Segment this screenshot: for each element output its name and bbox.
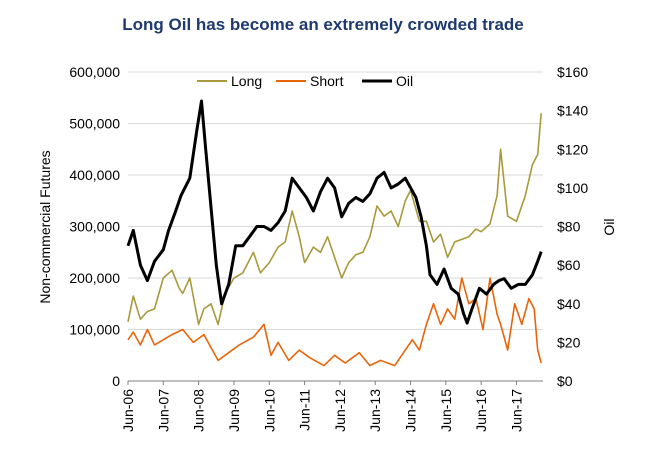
x-tick-label: Jun-09 [226, 389, 242, 432]
series-line-short [127, 277, 542, 367]
legend-label-long: Long [231, 73, 262, 89]
y-axis-left-title: Non-commercial Futures [37, 150, 53, 303]
x-tick-label: Jun-16 [473, 389, 489, 432]
series-layer [126, 99, 543, 367]
x-tick-label: Jun-17 [509, 389, 525, 432]
series-line-oil [126, 99, 543, 325]
y-left-tick-label: 500,000 [69, 116, 120, 132]
y-right-tick-label: $160 [557, 64, 588, 80]
y-right-tick-label: $80 [557, 219, 581, 235]
x-tick-label: Jun-10 [261, 389, 277, 432]
legend-label-oil: Oil [396, 73, 413, 89]
y-left-tick-label: 0 [112, 373, 120, 389]
y-left-tick-label: 600,000 [69, 64, 120, 80]
x-tick-label: Jun-14 [403, 389, 419, 432]
x-tick-label: Jun-08 [191, 389, 207, 432]
y-right-tick-label: $60 [557, 257, 581, 273]
y-left-tick-label: 300,000 [69, 219, 120, 235]
y-right-tick-label: $100 [557, 180, 588, 196]
legend-label-short: Short [310, 73, 344, 89]
y-right-tick-label: $140 [557, 103, 588, 119]
y-right-tick-label: $0 [557, 373, 573, 389]
x-tick-label: Jun-12 [332, 389, 348, 432]
x-tick-label: Jun-06 [120, 389, 136, 432]
x-tick-label: Jun-15 [438, 389, 454, 432]
y-left-tick-label: 200,000 [69, 270, 120, 286]
y-left-tick-label: 400,000 [69, 167, 120, 183]
y-axis-right-title: Oil [601, 218, 617, 235]
y-right-tick-label: $40 [557, 296, 581, 312]
y-right-tick-label: $120 [557, 141, 588, 157]
x-tick-label: Jun-11 [297, 389, 313, 431]
legend: Long Short Oil [197, 73, 413, 89]
chart-title: Long Oil has become an extremely crowded… [122, 15, 524, 34]
y-right-tick-label: $20 [557, 334, 581, 350]
series-line-long [127, 113, 542, 326]
x-tick-label: Jun-13 [367, 389, 383, 432]
x-tick-label: Jun-07 [155, 389, 171, 432]
axes: 0 100,000 200,000 300,000 400,000 500,000 600,… [69, 64, 588, 432]
y-left-tick-label: 100,000 [69, 322, 120, 338]
